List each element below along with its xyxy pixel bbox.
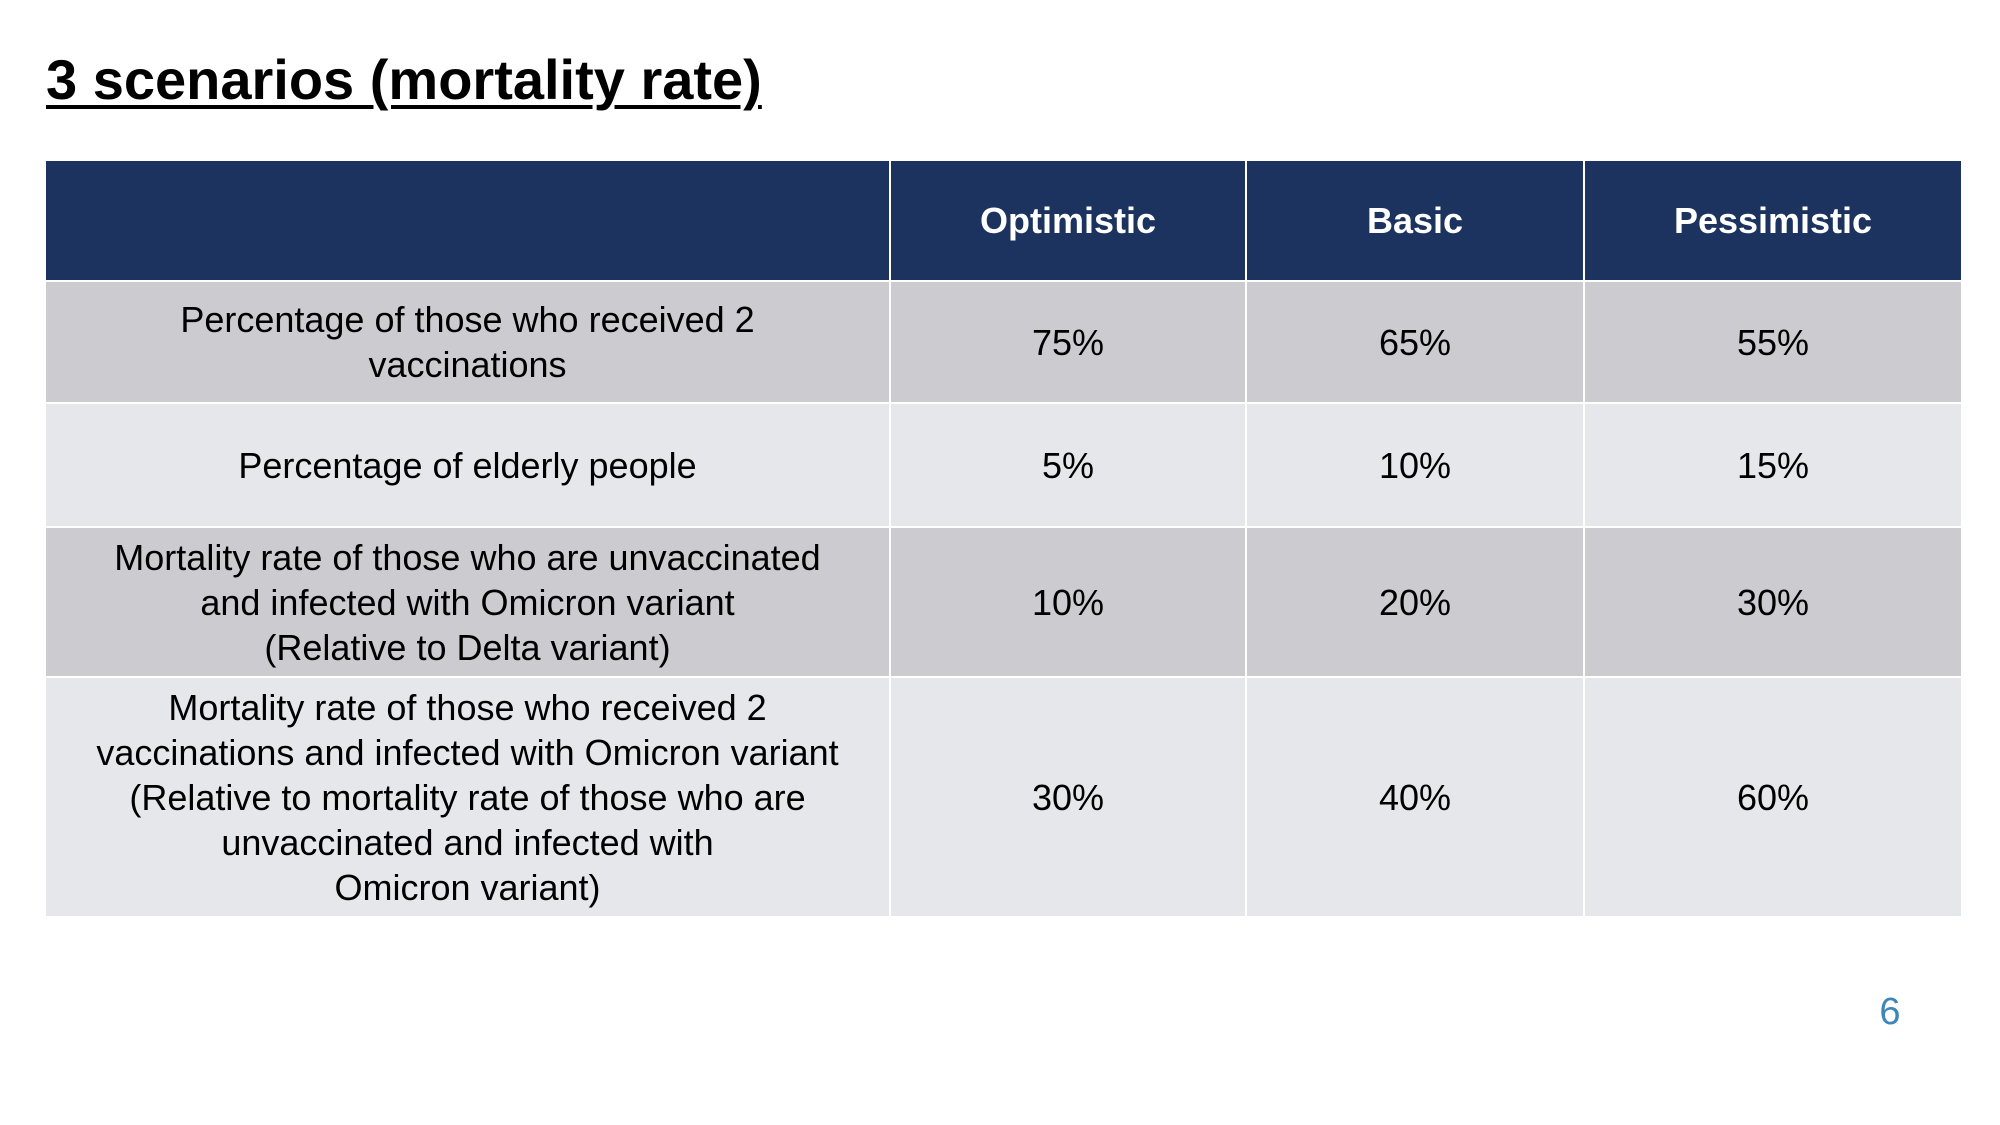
row-label: Percentage of those who received 2 vacci… bbox=[44, 280, 891, 404]
page-number: 6 bbox=[1879, 991, 1901, 1033]
value-cell: 55% bbox=[1583, 280, 1963, 404]
header-basic: Basic bbox=[1245, 159, 1585, 282]
value-cell: 20% bbox=[1245, 526, 1585, 678]
value-cell: 5% bbox=[889, 402, 1247, 528]
header-pessimistic: Pessimistic bbox=[1583, 159, 1963, 282]
table-row: Percentage of elderly people 5% 10% 15% bbox=[44, 402, 1963, 528]
slide-title: 3 scenarios (mortality rate) bbox=[46, 48, 762, 111]
value-cell: 60% bbox=[1583, 676, 1963, 918]
table-row: Percentage of those who received 2 vacci… bbox=[44, 280, 1963, 404]
value-cell: 30% bbox=[889, 676, 1247, 918]
value-cell: 10% bbox=[1245, 402, 1585, 528]
value-cell: 65% bbox=[1245, 280, 1585, 404]
header-cell-empty bbox=[44, 159, 891, 282]
row-label: Percentage of elderly people bbox=[44, 402, 891, 528]
header-optimistic: Optimistic bbox=[889, 159, 1247, 282]
table-header-row: Optimistic Basic Pessimistic bbox=[44, 159, 1963, 282]
value-cell: 10% bbox=[889, 526, 1247, 678]
table-row: Mortality rate of those who are unvaccin… bbox=[44, 526, 1963, 678]
row-label: Mortality rate of those who received 2 v… bbox=[44, 676, 891, 918]
value-cell: 40% bbox=[1245, 676, 1585, 918]
value-cell: 75% bbox=[889, 280, 1247, 404]
scenario-table: Optimistic Basic Pessimistic Percentage … bbox=[44, 159, 1963, 918]
value-cell: 15% bbox=[1583, 402, 1963, 528]
table-row: Mortality rate of those who received 2 v… bbox=[44, 676, 1963, 918]
row-label: Mortality rate of those who are unvaccin… bbox=[44, 526, 891, 678]
value-cell: 30% bbox=[1583, 526, 1963, 678]
